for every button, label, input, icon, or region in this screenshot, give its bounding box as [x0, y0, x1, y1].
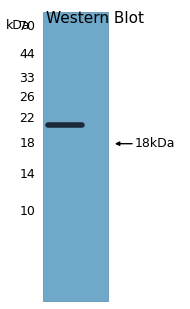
Text: 18: 18 [19, 137, 35, 150]
Bar [43, 12, 108, 301]
Text: 10: 10 [19, 205, 35, 218]
Text: kDa: kDa [6, 19, 30, 32]
Text: 26: 26 [19, 91, 35, 104]
Text: 33: 33 [19, 72, 35, 85]
Text: 18kDa: 18kDa [135, 137, 175, 150]
Text: 14: 14 [19, 168, 35, 181]
Text: 22: 22 [19, 112, 35, 125]
Text: 70: 70 [19, 20, 35, 33]
Text: Western Blot: Western Blot [46, 11, 144, 26]
Text: 44: 44 [19, 48, 35, 61]
